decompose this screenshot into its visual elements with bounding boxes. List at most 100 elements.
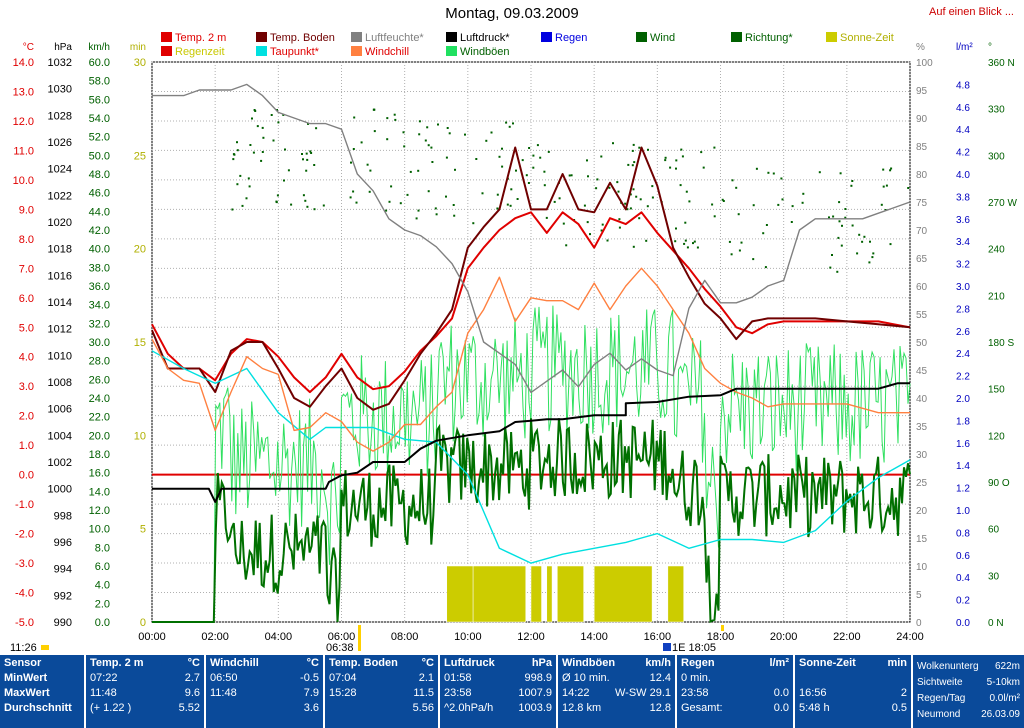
direction-dot	[600, 155, 603, 158]
wind-axis-tick: 10.0	[89, 524, 110, 536]
direction-dot	[275, 201, 278, 204]
direction-dot	[772, 172, 775, 175]
pressure-axis-tick: 1032	[48, 57, 72, 69]
humidity-axis-tick: 65	[916, 254, 928, 265]
direction-dot	[801, 201, 804, 204]
direction-dot	[882, 168, 885, 171]
pressure-axis-tick: 998	[54, 510, 72, 522]
minutes-axis-tick: 20	[134, 244, 146, 256]
wind-axis-tick: 32.0	[89, 318, 110, 330]
humidity-axis-tick: 55	[916, 310, 928, 321]
temp-axis-tick: 8.0	[19, 234, 34, 246]
direction-dot	[781, 198, 784, 201]
series-temp-boden	[151, 146, 911, 411]
direction-dot	[675, 167, 677, 170]
direction-dot	[261, 126, 264, 129]
direction-dot	[547, 150, 550, 153]
direction-dot	[880, 203, 883, 206]
direction-dot	[844, 208, 847, 210]
sun-bars	[446, 565, 684, 623]
humidity-axis-tick: 70	[916, 226, 928, 237]
direction-dot	[889, 243, 892, 246]
direction-dot	[618, 226, 621, 229]
direction-dot	[355, 201, 358, 204]
rain-axis-tick: 2.4	[956, 349, 970, 360]
direction-dot	[646, 205, 649, 208]
direction-dot	[481, 192, 484, 195]
moon-marker	[663, 643, 671, 651]
wind-axis-tick: 6.0	[95, 561, 110, 573]
rain-axis-tick: 1.0	[956, 506, 970, 517]
direction-dot	[261, 151, 264, 153]
plot-grid	[151, 61, 911, 623]
direction-dot	[508, 125, 511, 128]
direction-dot	[417, 169, 420, 172]
direction-dot	[386, 138, 389, 141]
direction-dot	[608, 186, 611, 189]
pressure-axis-tick: 1012	[48, 324, 72, 336]
line-series	[151, 83, 911, 564]
direction-dot	[601, 223, 604, 226]
sunrise-marker	[358, 625, 361, 651]
direction-dot	[322, 204, 325, 207]
pressure-axis-tick: 1002	[48, 457, 72, 469]
temp-axis-tick: 10.0	[13, 175, 34, 187]
direction-dot	[740, 241, 743, 244]
rain-axis-tick: 4.4	[956, 125, 970, 136]
direction-dot	[418, 120, 421, 123]
humidity-axis-tick: 35	[916, 422, 928, 433]
rain-axis-tick: 0.2	[956, 596, 970, 607]
legend-regenzeit: Regenzeit	[161, 46, 225, 58]
direction-dot	[252, 151, 255, 154]
x-tick: 18:00	[707, 631, 735, 643]
direction-dot	[505, 121, 508, 124]
direction-dot	[515, 169, 517, 172]
stats-temp2m: Temp. 2 m °C 07:22 2.7 11:48 9.6 (+ 1.22 ) 5…	[86, 655, 206, 728]
direction-dot	[236, 141, 238, 144]
chart-title: Montag, 09.03.2009	[445, 5, 579, 22]
direction-dot	[586, 159, 588, 162]
overview-link[interactable]: Auf einen Blick ...	[929, 6, 1014, 18]
direction-dot	[251, 117, 253, 120]
direction-dot	[247, 177, 250, 180]
direction-dot	[595, 187, 598, 190]
direction-dot	[570, 174, 573, 177]
series-windchill	[151, 267, 910, 452]
pressure-axis-tick: 1006	[48, 404, 72, 416]
temp-axis-tick: -1.0	[15, 499, 34, 511]
direction-dot	[645, 239, 648, 242]
direction-dot	[490, 131, 493, 134]
temp-axis-tick: -2.0	[15, 529, 34, 541]
direction-dot	[276, 194, 279, 197]
direction-dot	[353, 116, 356, 119]
direction-dot	[685, 190, 688, 193]
direction-dot	[290, 203, 293, 206]
rain-axis-tick: 1.4	[956, 461, 970, 472]
rain-axis-tick: 2.2	[956, 372, 970, 383]
stats-footer: Sensor MinWert MaxWert Durchschnitt Temp…	[0, 655, 1024, 728]
direction-dot	[302, 194, 305, 197]
temp-axis-tick: 13.0	[13, 86, 34, 98]
series-wind	[152, 418, 911, 624]
temp-axis-tick: -3.0	[15, 558, 34, 570]
direction-dot	[841, 224, 843, 227]
temp-axis-tick: 0.0	[19, 470, 34, 482]
legend: Temp. 2 m Temp. Boden Luftfeuchte* Luftd…	[0, 30, 1024, 62]
wind-axis-tick: 52.0	[89, 132, 110, 144]
wind-axis-tick: 42.0	[89, 225, 110, 237]
direction-dot	[647, 148, 649, 151]
direction-dot	[256, 125, 259, 128]
direction-dot	[731, 179, 734, 182]
rain-axis-tick: 1.2	[956, 484, 970, 495]
wind-axis-tick: 58.0	[89, 76, 110, 88]
pressure-axis-tick: 1010	[48, 350, 72, 362]
direction-dot	[618, 218, 621, 221]
humidity-axis-tick: 15	[916, 534, 928, 545]
wind-axis-tick: 0.0	[95, 617, 110, 629]
temp-axis-tick: -4.0	[15, 588, 34, 600]
rain-axis-tick: 2.6	[956, 327, 970, 338]
direction-axis-tick: 90 O	[988, 478, 1010, 489]
direction-dot	[858, 233, 861, 236]
direction-axis-tick: 360 N	[988, 58, 1015, 69]
humidity-axis-tick: 45	[916, 366, 928, 377]
